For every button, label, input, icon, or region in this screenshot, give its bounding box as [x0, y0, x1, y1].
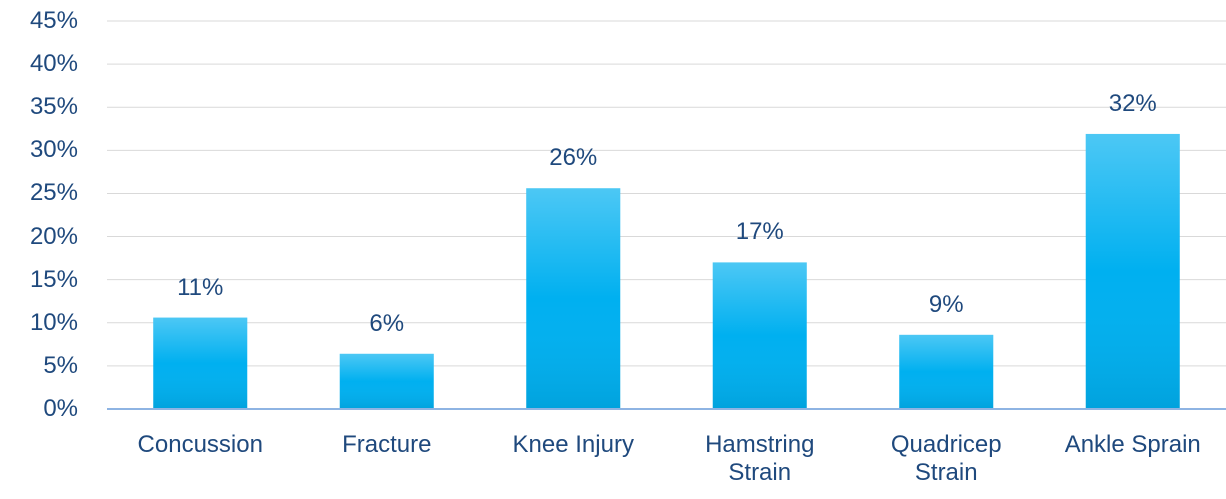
y-tick-label: 10%	[29, 308, 78, 336]
x-tick-label: Fracture	[342, 431, 432, 458]
y-tick-label: 20%	[29, 222, 78, 250]
x-tick-label: Quadricep Strain	[890, 431, 1002, 486]
bar-shade	[526, 188, 621, 409]
y-tick-label: 25%	[29, 179, 78, 207]
x-tick-label: Knee Injury	[512, 431, 634, 458]
bar-shade	[712, 262, 807, 409]
bar-shade	[153, 317, 248, 409]
value-label: 9%	[928, 290, 964, 318]
value-label: 17%	[735, 218, 784, 246]
bar-shade	[1085, 133, 1180, 409]
x-tick-label: Ankle Sprain	[1064, 431, 1201, 458]
bar-shade	[899, 334, 994, 409]
bar-shade	[339, 353, 434, 409]
y-tick-label: 35%	[29, 93, 78, 121]
y-tick-label: 40%	[29, 50, 78, 78]
y-tick-label: 15%	[29, 265, 78, 293]
y-tick-label: 30%	[29, 136, 78, 164]
value-label: 32%	[1108, 89, 1157, 117]
x-tick-label: Hamstring Strain	[705, 431, 815, 486]
y-tick-label: 0%	[43, 395, 78, 422]
value-label: 6%	[369, 309, 405, 337]
value-label: 11%	[177, 273, 224, 301]
x-tick-label: Concussion	[137, 431, 263, 458]
y-tick-label: 5%	[43, 351, 78, 379]
y-tick-label: 45%	[29, 7, 78, 34]
value-label: 26%	[549, 144, 598, 172]
